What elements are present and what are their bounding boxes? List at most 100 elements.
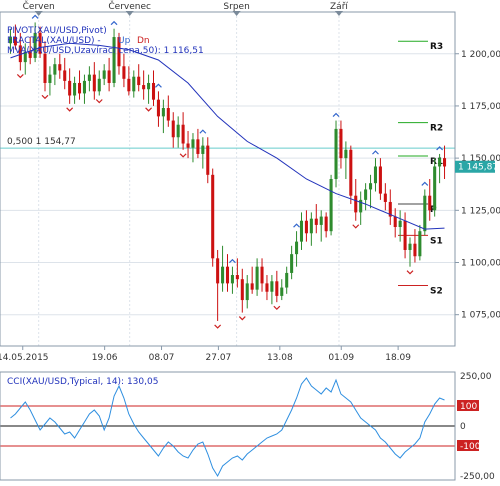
candle-body	[201, 145, 205, 154]
candles	[8, 22, 447, 321]
candle-body	[290, 254, 294, 273]
cci-tick-label: -250,00	[460, 472, 495, 482]
month-label: Září	[330, 2, 348, 12]
cci-level-box	[457, 440, 479, 451]
month-axis: Červen Červenec Srpen Září	[23, 0, 348, 16]
candle-body	[255, 266, 259, 290]
candle	[388, 189, 392, 225]
month-label: Červenec	[108, 0, 151, 12]
cci-axis: 250,00 100 0 -100 -250,00	[457, 372, 495, 482]
price-tick-label: 1 075,00	[461, 311, 500, 321]
date-axis: 14.05.2015 19.06 08.07 27.07 13.08 01.09 18.09	[0, 346, 411, 363]
candle	[235, 258, 239, 288]
fractal-down-icon	[406, 270, 414, 275]
month-marker-icon	[334, 11, 343, 16]
candle-body	[403, 220, 407, 250]
candle	[314, 204, 318, 234]
candle-body	[176, 124, 180, 138]
candle-body	[334, 128, 338, 179]
price-axis: 1 075,00 1 100,00 1 125,00 1 150,00 1 175,00…	[455, 50, 500, 321]
candle	[97, 70, 101, 96]
candle	[265, 275, 269, 301]
candle	[255, 258, 259, 296]
date-label: 08.07	[149, 353, 175, 363]
cci-level-box	[457, 400, 479, 411]
candle-body	[295, 241, 299, 255]
candle-body	[275, 281, 279, 296]
candle	[324, 212, 328, 238]
candle-body	[92, 74, 96, 92]
candle	[102, 64, 106, 86]
candle	[393, 208, 397, 238]
candle	[166, 95, 170, 127]
candle	[423, 189, 427, 236]
candle	[280, 279, 284, 301]
candle	[122, 53, 126, 88]
candle	[73, 76, 77, 104]
price-tick-label: 1 200,00	[461, 50, 500, 60]
fractal-down-icon	[66, 107, 74, 112]
candle-body	[280, 287, 284, 296]
candle-body	[408, 243, 412, 250]
candle-body	[364, 189, 368, 200]
candle	[196, 128, 200, 159]
cci-panel: CCI(XAU/USD,Typical, 14): 130,05 250,00 1…	[0, 371, 495, 482]
candle-body	[398, 220, 402, 228]
month-label: Srpen	[223, 2, 249, 12]
candle	[403, 212, 407, 259]
candle	[250, 266, 254, 294]
candle-body	[235, 275, 239, 280]
candle	[364, 183, 368, 211]
candle	[8, 28, 12, 54]
cci-tick-label: 0	[460, 422, 466, 432]
candle-body	[438, 158, 442, 167]
candle-body	[73, 82, 77, 96]
candle-body	[299, 220, 304, 242]
candle-body	[260, 266, 264, 284]
price-panel: R3R2R1PS1S2	[0, 11, 456, 347]
fractal-up-icon	[155, 83, 162, 88]
cci-legend: CCI(XAU/USD,Typical, 14): 130,05	[7, 377, 158, 387]
candle-body	[270, 281, 274, 292]
candle-body	[349, 149, 353, 196]
date-label: 18.09	[385, 353, 411, 363]
candle	[186, 130, 190, 159]
candle	[285, 266, 289, 294]
candle	[23, 43, 27, 75]
legend-fractal-up: Up	[118, 36, 131, 46]
candle-body	[77, 82, 82, 94]
candle	[349, 145, 353, 205]
candle-body	[82, 80, 86, 94]
candle-body	[33, 32, 37, 58]
pivot-label-s1: S1	[430, 236, 443, 246]
mva-line	[10, 42, 445, 230]
candle	[156, 91, 160, 127]
candle-body	[8, 37, 12, 44]
candle	[275, 270, 279, 303]
pivot-levels: R3R2R1PS1S2	[398, 40, 443, 296]
fractal-down-icon	[179, 153, 187, 158]
price-tick-label: 1 100,00	[461, 259, 500, 269]
candle-body	[13, 37, 17, 46]
candle	[82, 74, 86, 104]
candle	[176, 116, 180, 148]
date-label: 14.05.2015	[0, 353, 49, 363]
candle	[299, 212, 304, 250]
candle-body	[156, 99, 160, 117]
pivot-label-s2: S2	[430, 286, 443, 296]
candle	[329, 174, 333, 236]
candle	[334, 120, 338, 188]
candle-body	[58, 64, 62, 71]
candle-body	[38, 32, 42, 54]
candle	[112, 28, 116, 88]
candle-body	[107, 70, 111, 83]
candle-body	[344, 149, 348, 159]
candle-body	[383, 193, 387, 202]
candle	[383, 183, 387, 211]
fractal-down-icon	[95, 99, 103, 104]
candle-body	[329, 179, 333, 232]
candle	[398, 210, 402, 242]
candle	[77, 70, 82, 100]
cci-line	[10, 377, 445, 478]
fractal-down-icon	[352, 224, 360, 229]
